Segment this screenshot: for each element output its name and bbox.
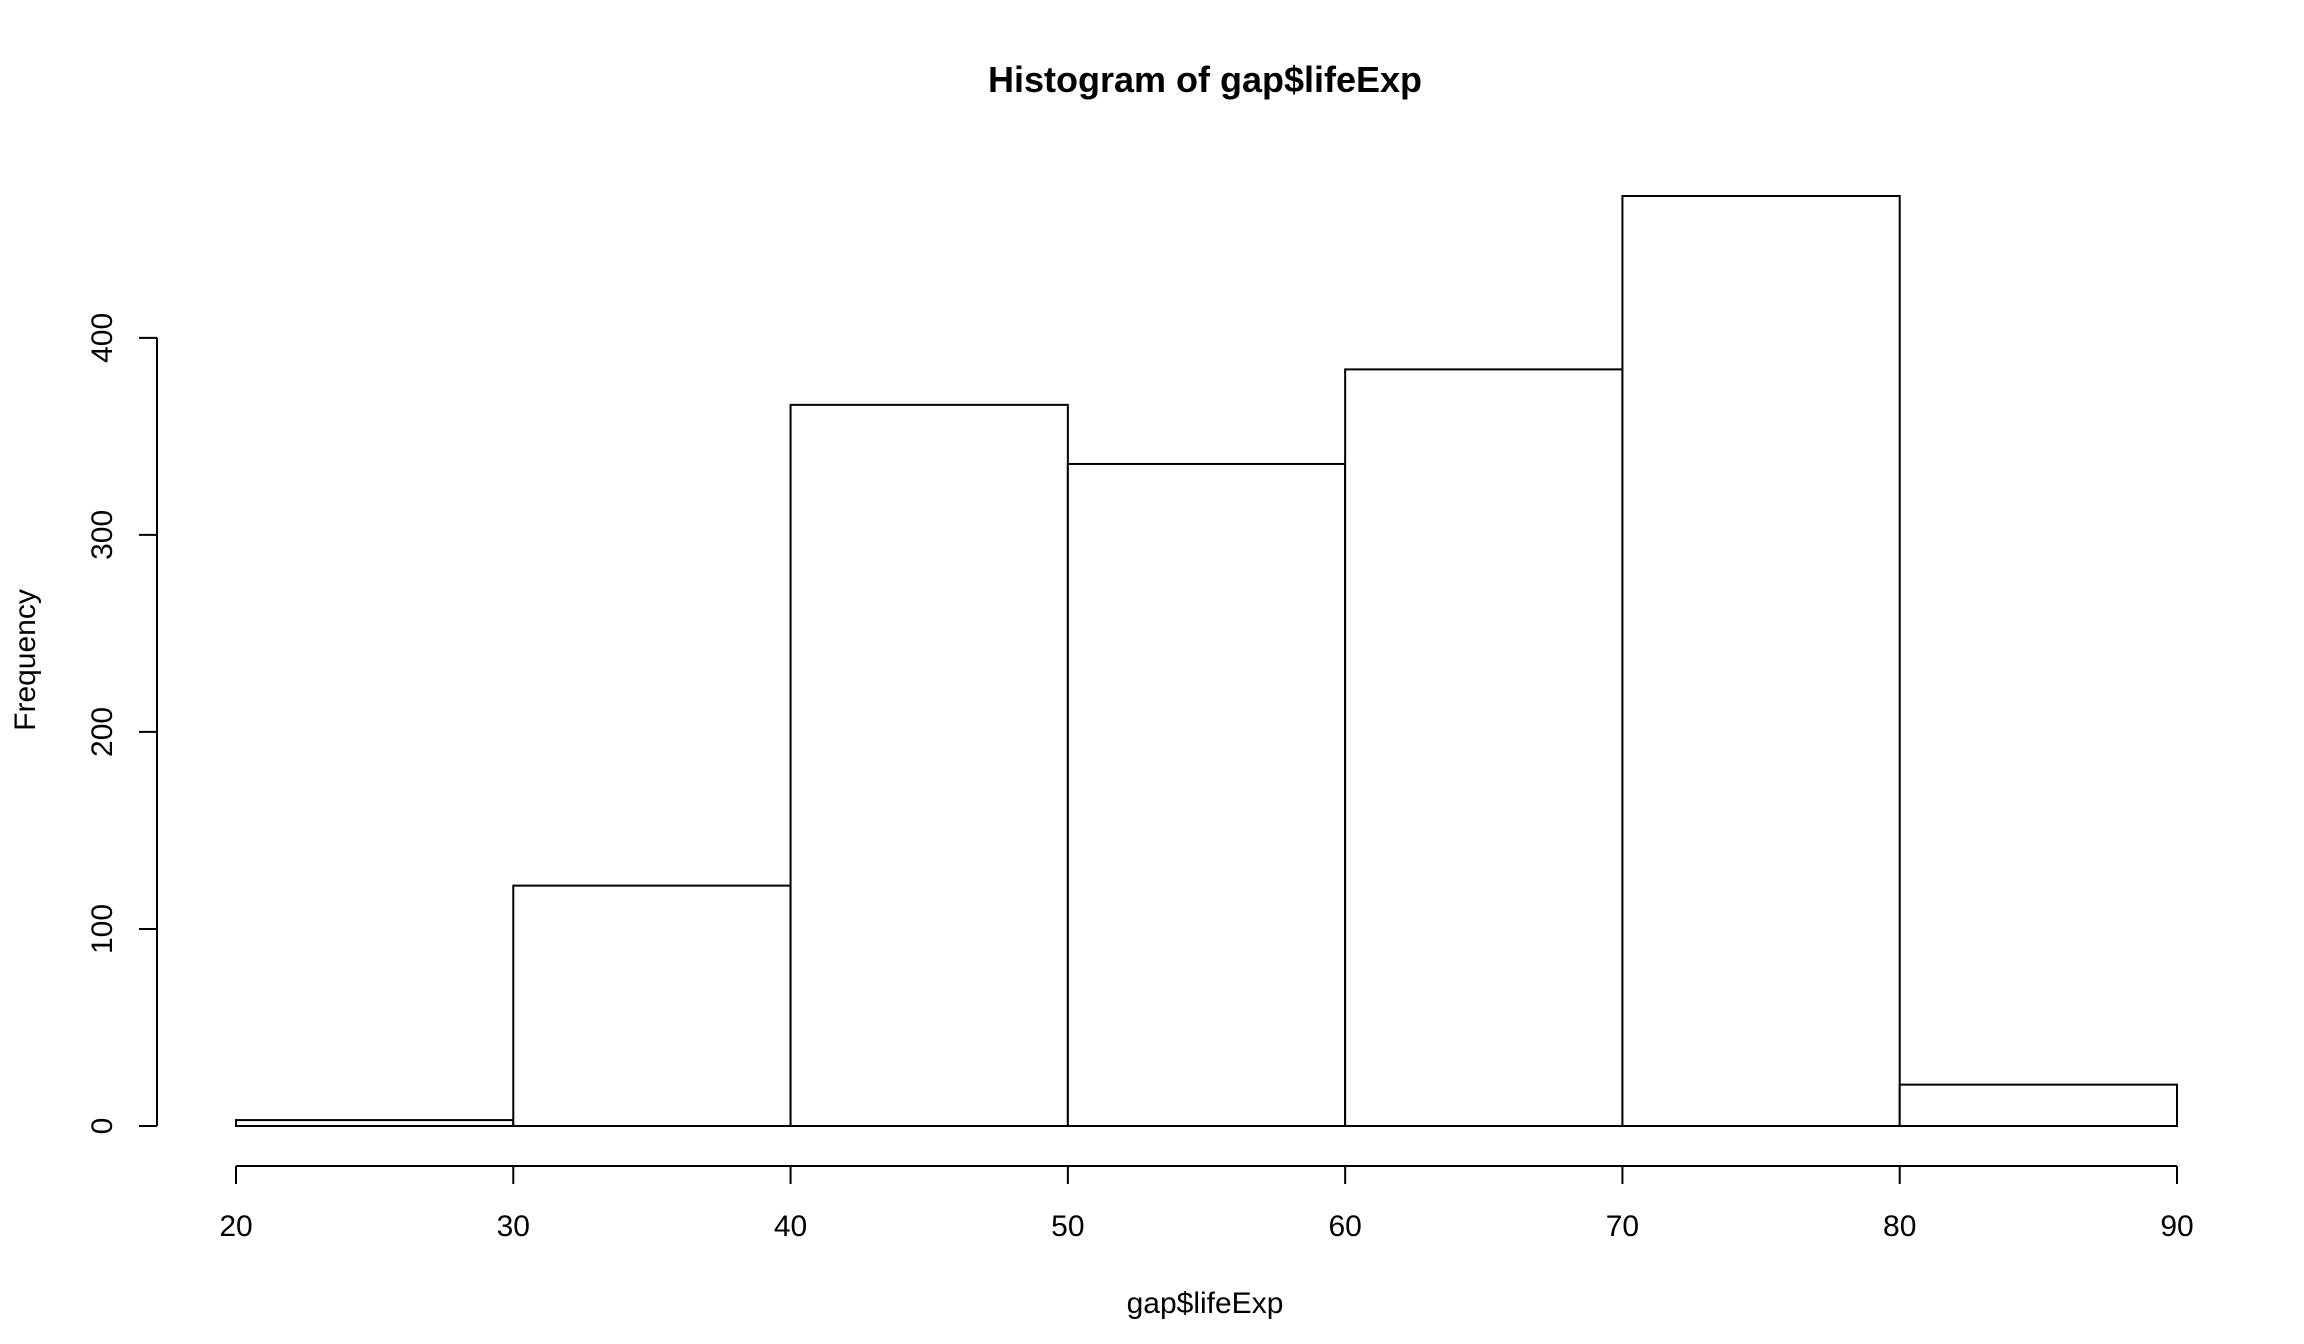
y-tick-label: 0 — [86, 1118, 119, 1135]
histogram-bar — [789, 403, 1069, 1127]
y-tick-label: 100 — [86, 904, 119, 954]
x-tick-label: 90 — [2160, 1210, 2193, 1243]
x-axis: 20 30 40 50 60 70 80 90 — [219, 1165, 2194, 1243]
histogram-bar — [1621, 195, 1901, 1127]
histogram-bar — [1066, 462, 1347, 1127]
x-tick-label: 20 — [219, 1210, 252, 1243]
y-tick-label: 200 — [86, 707, 119, 757]
histogram-bars — [235, 195, 2178, 1128]
y-tick-label: 300 — [86, 510, 119, 560]
x-tick-label: 50 — [1051, 1210, 1084, 1243]
y-axis-label: Frequency — [9, 589, 42, 731]
x-tick-label: 60 — [1328, 1210, 1361, 1243]
y-tick-label: 400 — [86, 313, 119, 363]
histogram-bar — [1344, 368, 1624, 1127]
chart-title: Histogram of gap$lifeExp — [988, 59, 1422, 100]
x-axis-label: gap$lifeExp — [1127, 1287, 1284, 1320]
x-tick-label: 30 — [497, 1210, 530, 1243]
x-tick-label: 40 — [774, 1210, 807, 1243]
histogram-bar — [512, 884, 792, 1128]
x-tick-label: 80 — [1883, 1210, 1916, 1243]
y-axis: 0 100 200 300 400 — [86, 313, 158, 1135]
x-tick-label: 70 — [1606, 1210, 1639, 1243]
histogram-bar — [235, 1119, 515, 1128]
histogram-bar — [1898, 1083, 2178, 1128]
